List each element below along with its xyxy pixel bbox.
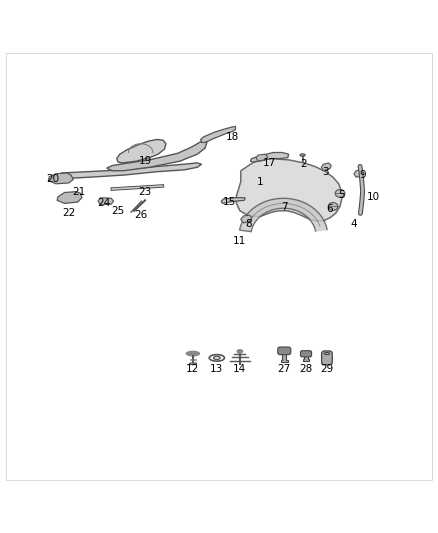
Ellipse shape	[300, 154, 305, 156]
Text: 7: 7	[281, 203, 288, 212]
Text: 4: 4	[350, 219, 357, 229]
FancyBboxPatch shape	[321, 351, 332, 365]
Ellipse shape	[237, 350, 243, 353]
Text: 2: 2	[300, 159, 307, 169]
Text: 19: 19	[138, 156, 152, 166]
Text: 8: 8	[245, 219, 252, 229]
FancyBboxPatch shape	[300, 351, 311, 357]
Text: 5: 5	[339, 190, 345, 200]
PathPatch shape	[241, 215, 252, 223]
PathPatch shape	[237, 158, 342, 221]
PathPatch shape	[117, 140, 166, 163]
Text: 12: 12	[186, 364, 200, 374]
Text: 28: 28	[300, 364, 313, 374]
Text: 27: 27	[278, 364, 291, 374]
Text: 29: 29	[320, 364, 334, 374]
Text: 20: 20	[46, 174, 59, 184]
PathPatch shape	[57, 192, 82, 204]
Text: 9: 9	[359, 170, 366, 180]
PathPatch shape	[251, 152, 289, 162]
Text: 3: 3	[322, 167, 329, 176]
PathPatch shape	[221, 198, 245, 204]
Polygon shape	[303, 354, 309, 361]
Text: 14: 14	[233, 364, 247, 374]
PathPatch shape	[107, 140, 207, 171]
Text: 21: 21	[72, 187, 85, 197]
PathPatch shape	[201, 126, 236, 142]
Text: 22: 22	[62, 208, 75, 219]
PathPatch shape	[53, 163, 201, 179]
PathPatch shape	[98, 198, 114, 205]
Polygon shape	[281, 351, 288, 362]
Ellipse shape	[328, 203, 338, 211]
Text: 15: 15	[223, 197, 237, 207]
Text: 26: 26	[134, 210, 147, 220]
Text: 23: 23	[138, 187, 152, 197]
Ellipse shape	[186, 351, 199, 356]
Text: 24: 24	[97, 198, 110, 208]
PathPatch shape	[354, 170, 364, 177]
PathPatch shape	[240, 198, 327, 232]
PathPatch shape	[321, 163, 331, 171]
Text: 13: 13	[210, 364, 223, 374]
Text: 6: 6	[327, 204, 333, 214]
PathPatch shape	[256, 154, 268, 161]
Text: 1: 1	[257, 176, 264, 187]
Text: 17: 17	[263, 158, 276, 168]
Text: 18: 18	[226, 132, 239, 142]
FancyBboxPatch shape	[278, 347, 291, 354]
Text: 10: 10	[367, 192, 380, 202]
Text: 25: 25	[111, 206, 125, 216]
Ellipse shape	[335, 189, 345, 197]
PathPatch shape	[48, 173, 73, 184]
Text: 11: 11	[233, 236, 247, 246]
Ellipse shape	[324, 352, 330, 354]
